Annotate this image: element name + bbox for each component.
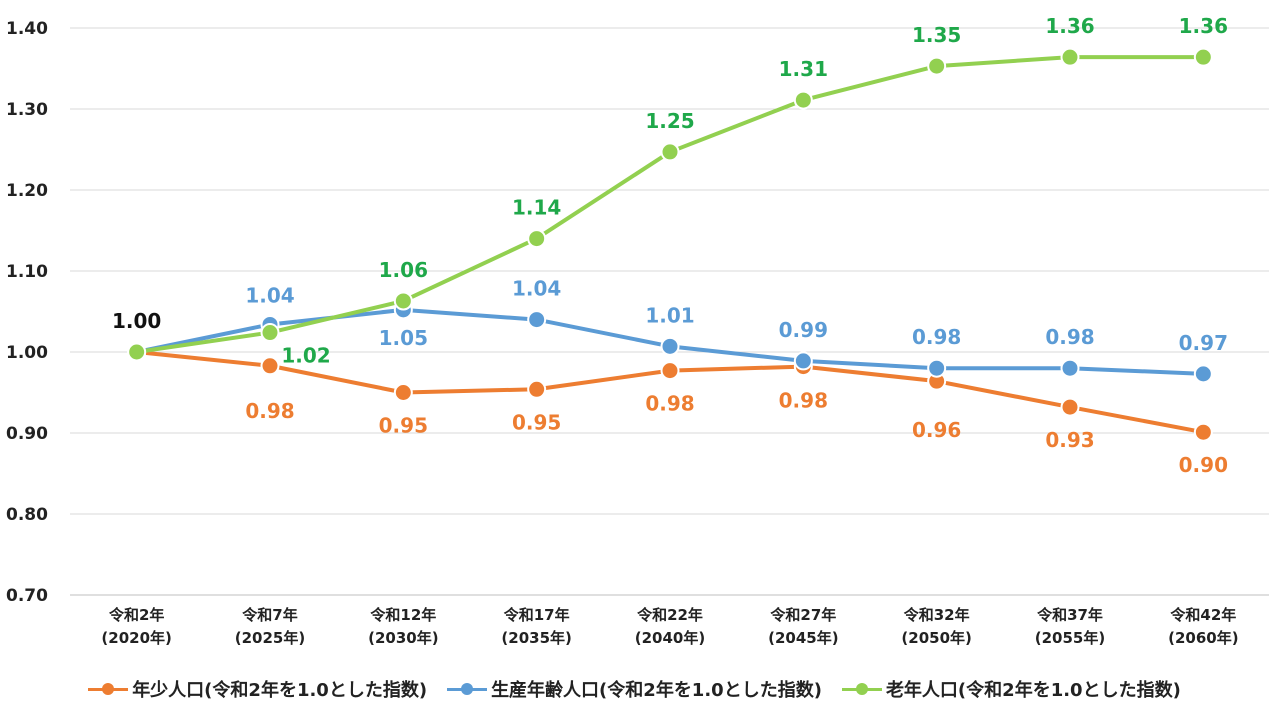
x-tick-sublabel: (2030年) bbox=[368, 629, 438, 647]
data-label: 1.01 bbox=[645, 303, 694, 327]
data-label: 0.98 bbox=[245, 399, 294, 423]
x-tick-sublabel: (2045年) bbox=[768, 629, 838, 647]
data-point bbox=[127, 342, 147, 362]
data-point bbox=[1060, 397, 1080, 417]
data-label: 0.98 bbox=[779, 389, 828, 413]
data-point bbox=[793, 351, 813, 371]
legend: 年少人口(令和2年を1.0とした指数) 生産年齢人口(令和2年を1.0とした指数… bbox=[0, 676, 1269, 702]
data-point bbox=[393, 383, 413, 402]
y-tick-label: 1.00 bbox=[6, 343, 48, 363]
x-tick-label: 令和2年 bbox=[109, 606, 164, 624]
data-label: 1.02 bbox=[281, 344, 330, 368]
data-point bbox=[793, 90, 813, 110]
x-axis: 令和2年 (2020年) 令和7年 (2025年) 令和12年 (2030年) 令和17年 (… bbox=[101, 606, 1238, 647]
y-tick-label: 0.80 bbox=[6, 505, 48, 525]
data-point bbox=[927, 56, 947, 76]
data-point bbox=[260, 323, 280, 343]
data-label: 1.36 bbox=[1179, 14, 1228, 38]
data-label: 0.99 bbox=[779, 318, 828, 342]
x-tick-sublabel: (2035年) bbox=[501, 629, 571, 647]
data-label: 1.25 bbox=[645, 109, 694, 133]
data-labels: 0.98 0.95 0.95 0.98 0.98 0.96 0.93 0.90 1.04 1.05… bbox=[112, 14, 1228, 477]
y-tick-label: 1.30 bbox=[6, 100, 48, 120]
data-label: 1.05 bbox=[379, 326, 428, 350]
gridlines bbox=[70, 27, 1269, 596]
data-label: 0.97 bbox=[1179, 331, 1228, 355]
start-data-label: 1.00 bbox=[112, 309, 161, 333]
x-tick-label: 令和27年 bbox=[770, 606, 836, 624]
x-tick-sublabel: (2060年) bbox=[1168, 629, 1238, 647]
data-label: 0.98 bbox=[912, 325, 961, 349]
data-point bbox=[927, 358, 947, 378]
data-label: 1.31 bbox=[779, 57, 828, 81]
x-tick-sublabel: (2050年) bbox=[901, 629, 971, 647]
data-point bbox=[527, 229, 547, 249]
data-point bbox=[1060, 47, 1080, 67]
data-label: 0.98 bbox=[645, 392, 694, 416]
legend-swatch-youth bbox=[88, 682, 129, 696]
data-point bbox=[660, 361, 680, 381]
legend-item-elderly: 老年人口(令和2年を1.0とした指数) bbox=[841, 676, 1181, 702]
x-tick-sublabel: (2040年) bbox=[635, 629, 705, 647]
y-tick-label: 0.70 bbox=[6, 586, 48, 606]
data-point bbox=[1193, 47, 1213, 67]
x-tick-label: 令和7年 bbox=[242, 606, 297, 624]
legend-swatch-working-age bbox=[447, 682, 488, 696]
data-point bbox=[660, 336, 680, 356]
data-point bbox=[260, 356, 280, 376]
data-label: 1.04 bbox=[512, 277, 561, 301]
data-label: 1.35 bbox=[912, 23, 961, 47]
legend-swatch-elderly bbox=[841, 682, 882, 696]
x-tick-label: 令和12年 bbox=[370, 606, 436, 624]
x-tick-label: 令和22年 bbox=[637, 606, 703, 624]
data-label: 0.96 bbox=[912, 418, 961, 442]
data-label: 0.95 bbox=[512, 410, 561, 434]
data-point bbox=[1193, 422, 1213, 442]
x-tick-label: 令和42年 bbox=[1170, 606, 1236, 624]
data-point bbox=[660, 142, 680, 162]
legend-item-youth: 年少人口(令和2年を1.0とした指数) bbox=[88, 676, 427, 702]
series-lines bbox=[127, 47, 1213, 442]
data-label: 1.36 bbox=[1045, 14, 1094, 38]
data-point bbox=[393, 291, 413, 311]
x-tick-sublabel: (2025年) bbox=[235, 629, 305, 647]
legend-label-elderly: 老年人口(令和2年を1.0とした指数) bbox=[885, 680, 1181, 701]
data-label: 0.95 bbox=[379, 414, 428, 438]
data-label: 0.90 bbox=[1179, 453, 1228, 477]
y-axis: 0.70 0.80 0.90 1.00 1.10 1.20 1.30 1.40 bbox=[6, 19, 48, 606]
data-point bbox=[527, 310, 547, 330]
y-tick-label: 1.10 bbox=[6, 262, 48, 282]
data-label: 0.98 bbox=[1045, 325, 1094, 349]
data-label: 1.14 bbox=[512, 196, 561, 220]
x-tick-sublabel: (2020年) bbox=[101, 629, 171, 647]
legend-item-working-age: 生産年齢人口(令和2年を1.0とした指数) bbox=[447, 676, 822, 702]
legend-label-working-age: 生産年齢人口(令和2年を1.0とした指数) bbox=[491, 680, 822, 701]
y-tick-label: 0.90 bbox=[6, 424, 48, 444]
x-tick-label: 令和17年 bbox=[504, 606, 570, 624]
x-tick-label: 令和32年 bbox=[904, 606, 970, 624]
y-tick-label: 1.40 bbox=[6, 19, 48, 39]
data-point bbox=[527, 379, 547, 399]
data-label: 1.06 bbox=[379, 258, 428, 282]
x-tick-sublabel: (2055年) bbox=[1035, 629, 1105, 647]
data-label: 1.04 bbox=[245, 283, 294, 307]
x-tick-label: 令和37年 bbox=[1037, 606, 1103, 624]
data-point bbox=[1060, 358, 1080, 378]
legend-label-youth: 年少人口(令和2年を1.0とした指数) bbox=[132, 680, 428, 701]
y-tick-label: 1.20 bbox=[6, 181, 48, 201]
data-point bbox=[1193, 364, 1213, 384]
data-label: 0.93 bbox=[1045, 428, 1094, 452]
